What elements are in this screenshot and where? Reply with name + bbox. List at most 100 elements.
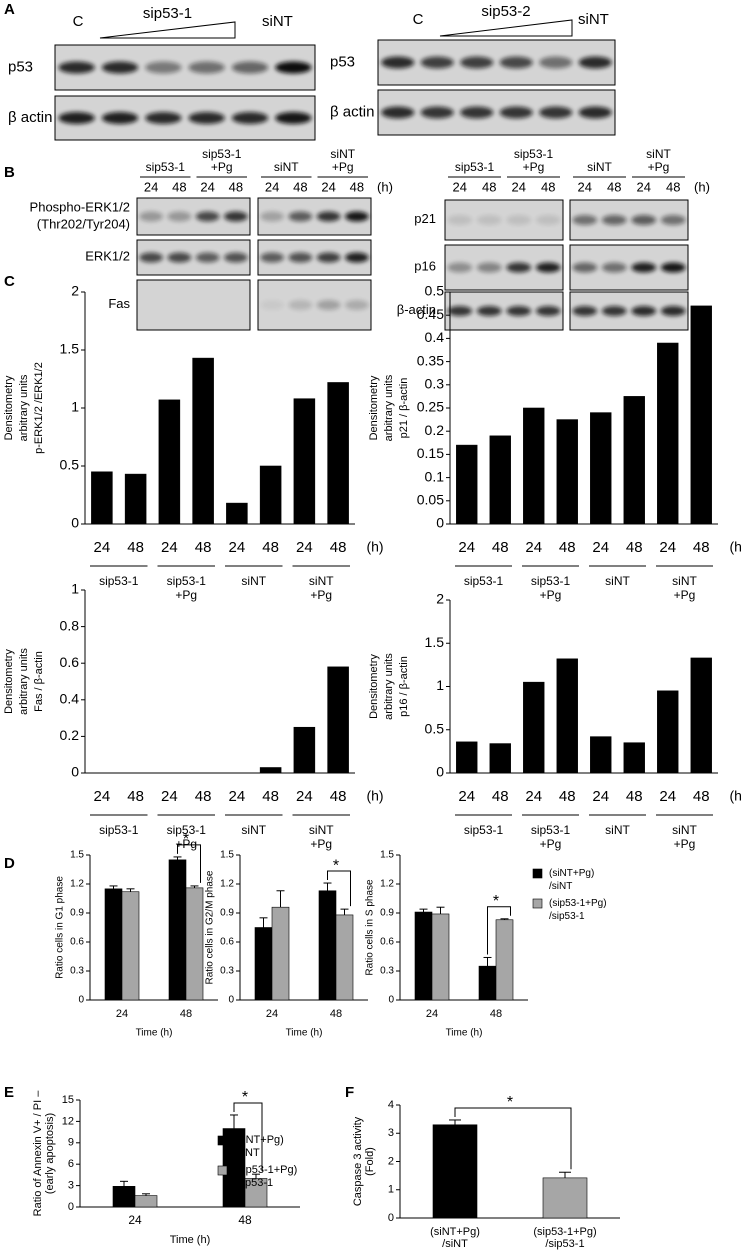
- bar: [623, 396, 645, 525]
- bar: [327, 382, 349, 525]
- time-unit: (h): [694, 179, 710, 194]
- band: [420, 56, 454, 69]
- significance-bracket: [454, 1107, 572, 1170]
- group-label: sip53-1: [464, 574, 504, 588]
- band: [260, 211, 284, 222]
- group-label: siNT +Pg: [646, 147, 671, 174]
- band: [631, 262, 657, 273]
- y-tick-label: 0: [436, 764, 444, 780]
- lane-label: sip53-1: [143, 5, 192, 22]
- row-label: β actin: [330, 103, 374, 120]
- group-label: siNT: [241, 823, 266, 837]
- y-tick-label: 0.3: [380, 966, 394, 977]
- y-tick-label: 0: [71, 515, 79, 531]
- bar: [293, 726, 316, 774]
- legend-swatch: [532, 868, 543, 879]
- bar: [431, 913, 450, 1001]
- x-tick-label: 48: [490, 1008, 502, 1020]
- group-label: sip53-1 +Pg: [202, 147, 242, 174]
- significance-bracket: [177, 844, 201, 883]
- y-tick-label: 0.45: [417, 306, 444, 322]
- y-tick-label: 0.9: [70, 908, 84, 919]
- y-tick-label: 0.6: [70, 937, 84, 948]
- lane-label: sip53-2: [481, 3, 530, 20]
- lane-label: C: [413, 11, 424, 28]
- x-tick-label: 48: [195, 788, 212, 805]
- band: [345, 211, 369, 222]
- bar: [556, 419, 578, 525]
- bar: [523, 681, 545, 774]
- y-tick-label: 0.5: [425, 720, 445, 736]
- bar: [456, 741, 478, 774]
- x-tick-label: 48: [693, 539, 710, 556]
- significance-mark: *: [242, 1089, 248, 1106]
- panel-label: C: [4, 273, 15, 290]
- y-tick-label: 2: [388, 1155, 394, 1167]
- band: [260, 252, 284, 263]
- panel-label: D: [4, 855, 15, 872]
- group-label: sip53-1: [464, 823, 504, 837]
- y-tick-label: 0.1: [425, 468, 445, 484]
- y-axis-title: p21 / β-actin: [398, 378, 410, 439]
- band: [572, 215, 598, 225]
- dose-wedge: [439, 19, 573, 37]
- y-tick-label: 0.9: [220, 908, 234, 919]
- x-tick-label: 24: [94, 788, 111, 805]
- y-axis-title: Ratio cells in G1 phase: [55, 876, 66, 979]
- y-tick-label: 0.3: [425, 376, 445, 392]
- x-tick-label: 24: [128, 1213, 142, 1227]
- y-tick-label: 1.5: [380, 850, 394, 861]
- bar: [523, 407, 545, 525]
- lane-label: siNT: [578, 11, 609, 28]
- y-tick-label: 0.3: [220, 966, 234, 977]
- y-tick-label: 0.15: [417, 445, 444, 461]
- x-tick-label: 24: [426, 1008, 438, 1020]
- band: [224, 252, 248, 263]
- bar: [104, 888, 123, 1001]
- x-axis-title: Time (h): [446, 1028, 483, 1039]
- time-label: 24: [578, 179, 592, 194]
- y-tick-label: 0: [436, 515, 444, 531]
- band: [101, 61, 139, 74]
- x-tick-label: 24: [296, 539, 313, 556]
- group-label: siNT +Pg: [330, 147, 355, 174]
- band: [535, 306, 561, 316]
- band: [195, 211, 220, 222]
- time-unit: (h): [377, 179, 393, 194]
- significance-bracket: [327, 870, 351, 907]
- lane-label: siNT: [262, 13, 293, 30]
- blot: [377, 89, 616, 136]
- x-tick-label: 48: [330, 788, 347, 805]
- band: [660, 262, 686, 273]
- time-label: 24: [144, 179, 158, 194]
- band: [316, 252, 341, 263]
- x-tick-label: 24: [592, 788, 609, 805]
- band: [139, 252, 163, 263]
- group-label: sip53-1 +Pg: [167, 823, 207, 851]
- x-tick-label: (siNT+Pg)/siNT: [430, 1226, 480, 1250]
- y-tick-label: 6: [68, 1158, 74, 1170]
- band: [506, 306, 532, 316]
- time-label: 48: [482, 179, 496, 194]
- y-axis-title: p16 / β-actin: [398, 656, 410, 717]
- bar: [254, 927, 273, 1001]
- y-tick-label: 1.2: [220, 879, 234, 890]
- panel-label: F: [345, 1084, 354, 1101]
- y-tick-label: 0.6: [380, 937, 394, 948]
- band: [381, 56, 415, 69]
- y-tick-label: 15: [62, 1094, 74, 1106]
- bar: [590, 736, 612, 774]
- x-tick-label: 48: [262, 788, 279, 805]
- band: [631, 215, 657, 225]
- y-tick-label: 1.5: [220, 850, 234, 861]
- y-axis-title: arbitrary units: [18, 648, 30, 715]
- y-axis-title: Densitometry: [368, 654, 380, 719]
- band: [476, 306, 502, 316]
- x-tick-label: 24: [266, 1008, 278, 1020]
- x-tick-label: (sip53-1+Pg)/sip53-1: [533, 1226, 596, 1250]
- bar: [168, 859, 187, 1001]
- bar: [259, 767, 282, 774]
- band: [288, 211, 313, 222]
- group-label: siNT +Pg: [309, 574, 334, 602]
